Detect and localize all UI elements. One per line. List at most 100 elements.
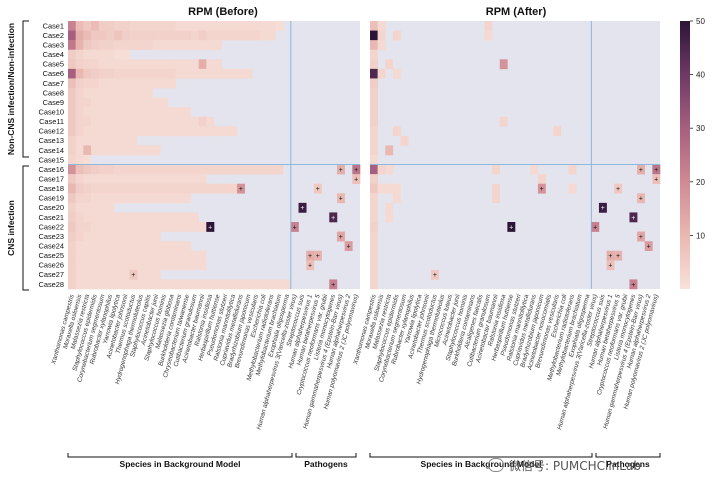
heatmap-cell xyxy=(91,241,100,252)
heatmap-cell xyxy=(183,260,192,271)
heatmap-cell xyxy=(91,107,100,118)
heatmap-cell xyxy=(137,21,146,31)
hit-marker: + xyxy=(639,167,643,174)
pathogen-hit-cell xyxy=(298,202,307,213)
heatmap-cell xyxy=(175,68,184,79)
heatmap-cell xyxy=(106,241,115,252)
heatmap-cell xyxy=(252,30,261,41)
heatmap-cell xyxy=(370,78,378,89)
heatmap-cell xyxy=(214,183,222,194)
heatmap-cell xyxy=(121,222,130,232)
heatmap-cell xyxy=(198,30,207,41)
heatmap-cell xyxy=(68,155,76,165)
pathogen-hit-cell xyxy=(431,269,439,280)
heatmap-cell xyxy=(167,193,176,204)
heatmap-cell xyxy=(275,279,284,290)
heatmap-cell xyxy=(114,126,123,137)
heatmap-cell xyxy=(160,250,169,261)
heatmap-cell xyxy=(137,40,146,51)
heatmap-cell xyxy=(137,126,146,137)
heatmap-cell xyxy=(68,78,76,89)
heatmap-cell xyxy=(121,107,130,118)
heatmap-cell xyxy=(167,183,176,194)
heatmap-cell xyxy=(385,212,394,223)
heatmap-cell xyxy=(75,174,84,185)
row-labels: Case1Case2Case3Case4Case5Case6Case7Case8… xyxy=(39,21,64,288)
heatmap-cell xyxy=(98,174,107,185)
heatmap-cell xyxy=(370,202,378,213)
heatmap-cell xyxy=(160,212,169,223)
heatmap-cell xyxy=(229,183,238,194)
row-label: Case13 xyxy=(39,136,64,145)
row-label: Case1 xyxy=(43,21,64,30)
heatmap-cell xyxy=(137,97,146,108)
heatmap-cell xyxy=(175,212,184,223)
pathogen-hit-cell xyxy=(606,260,615,271)
heatmap-cell xyxy=(175,21,184,31)
heatmap-cell xyxy=(68,107,76,118)
heatmap-cell xyxy=(114,231,123,242)
pathogen-hit-cell xyxy=(598,202,607,213)
heatmap-cell xyxy=(175,107,184,118)
heatmap-cell xyxy=(221,68,230,79)
heatmap-cell xyxy=(83,155,92,165)
colorbar-ticks: 10 20 30 40 50 xyxy=(690,17,705,240)
heatmap-cell xyxy=(244,21,253,31)
heatmap-cell xyxy=(206,279,215,290)
heatmap-cell xyxy=(190,126,199,137)
colorbar xyxy=(680,21,690,289)
row-label: Case24 xyxy=(39,242,64,251)
heatmap-cell xyxy=(83,164,92,175)
heatmap-cell xyxy=(175,30,184,41)
heatmap-cell xyxy=(260,30,269,41)
heatmap-cell xyxy=(75,164,84,175)
heatmap-cell xyxy=(175,116,184,127)
heatmap-cell xyxy=(129,183,138,194)
heatmap-cell xyxy=(106,212,115,223)
heatmap-cell xyxy=(190,30,199,41)
hit-marker: + xyxy=(331,282,335,289)
hit-marker: + xyxy=(300,205,304,212)
row-group-label-cns: CNS infection xyxy=(6,200,16,256)
heatmap-cell xyxy=(144,260,153,271)
heatmap-cell xyxy=(229,279,238,290)
heatmap-cell xyxy=(98,145,107,156)
heatmap-cell xyxy=(91,40,100,51)
heatmap-background-after xyxy=(370,21,660,289)
heatmap-cell xyxy=(183,116,192,127)
row-label: Case22 xyxy=(39,222,64,231)
heatmap-cell xyxy=(568,183,577,194)
row-label: Case28 xyxy=(39,280,64,289)
heatmap-cell xyxy=(385,59,394,70)
pathogen-hit-cell xyxy=(129,269,138,280)
heatmap-cell xyxy=(152,241,161,252)
heatmap-cell xyxy=(370,222,378,232)
heatmap-cell xyxy=(114,21,123,31)
heatmap-cell xyxy=(370,193,378,204)
heatmap-cell xyxy=(137,88,146,98)
heatmap-cell xyxy=(568,164,577,175)
panel-title-after: RPM (After) xyxy=(486,6,547,18)
column-group-label-bg-after: Species in Background Model xyxy=(421,459,542,469)
heatmap-cell xyxy=(106,250,115,261)
heatmap-cell xyxy=(144,145,153,156)
hit-marker: + xyxy=(631,282,635,289)
heatmap-cell xyxy=(370,279,378,290)
row-label: Case4 xyxy=(43,50,64,59)
heatmap-cell xyxy=(129,30,138,41)
heatmap-cell xyxy=(198,116,207,127)
row-label: Case20 xyxy=(39,203,64,212)
heatmap-cell xyxy=(370,145,378,156)
heatmap-cell xyxy=(144,78,153,89)
heatmap-cell xyxy=(137,193,146,204)
heatmap-cell xyxy=(137,279,146,290)
wechat-icon xyxy=(488,458,504,472)
heatmap-cell xyxy=(106,78,115,89)
heatmap-cell xyxy=(137,59,146,70)
heatmap-cell xyxy=(121,135,130,146)
heatmap-cell xyxy=(370,231,378,242)
heatmap-cell xyxy=(183,107,192,118)
heatmap-cell xyxy=(75,145,84,156)
heatmap-cell xyxy=(206,68,215,79)
heatmap-cell xyxy=(98,260,107,271)
